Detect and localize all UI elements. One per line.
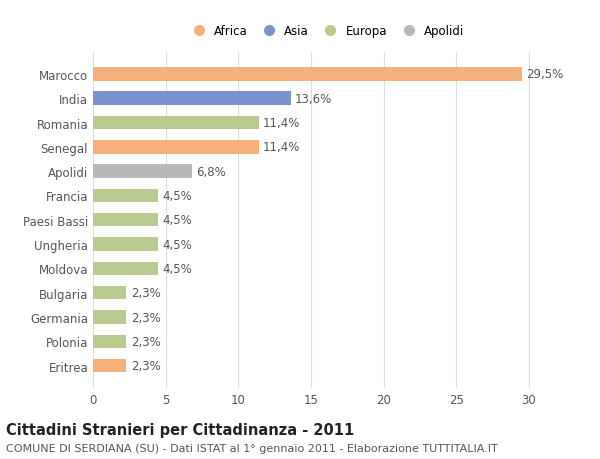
Bar <box>93 141 259 154</box>
Text: 4,5%: 4,5% <box>163 263 193 275</box>
Text: 2,3%: 2,3% <box>131 311 161 324</box>
Text: 29,5%: 29,5% <box>526 68 563 81</box>
Bar <box>93 359 127 373</box>
Bar <box>93 68 521 81</box>
Text: 4,5%: 4,5% <box>163 238 193 251</box>
Text: 4,5%: 4,5% <box>163 214 193 227</box>
Bar <box>93 190 158 203</box>
Text: 6,8%: 6,8% <box>196 165 226 178</box>
Bar <box>93 117 259 130</box>
Bar <box>93 92 290 106</box>
Bar <box>93 286 127 300</box>
Bar <box>93 213 158 227</box>
Text: 2,3%: 2,3% <box>131 359 161 372</box>
Text: 11,4%: 11,4% <box>263 141 301 154</box>
Bar <box>93 262 158 275</box>
Text: 2,3%: 2,3% <box>131 287 161 300</box>
Text: 2,3%: 2,3% <box>131 335 161 348</box>
Text: COMUNE DI SERDIANA (SU) - Dati ISTAT al 1° gennaio 2011 - Elaborazione TUTTITALI: COMUNE DI SERDIANA (SU) - Dati ISTAT al … <box>6 443 498 453</box>
Text: 11,4%: 11,4% <box>263 117 301 130</box>
Legend: Africa, Asia, Europa, Apolidi: Africa, Asia, Europa, Apolidi <box>182 20 469 43</box>
Text: Cittadini Stranieri per Cittadinanza - 2011: Cittadini Stranieri per Cittadinanza - 2… <box>6 422 354 437</box>
Bar <box>93 335 127 348</box>
Bar <box>93 238 158 251</box>
Text: 13,6%: 13,6% <box>295 92 332 106</box>
Bar <box>93 165 192 179</box>
Text: 4,5%: 4,5% <box>163 190 193 202</box>
Bar <box>93 311 127 324</box>
